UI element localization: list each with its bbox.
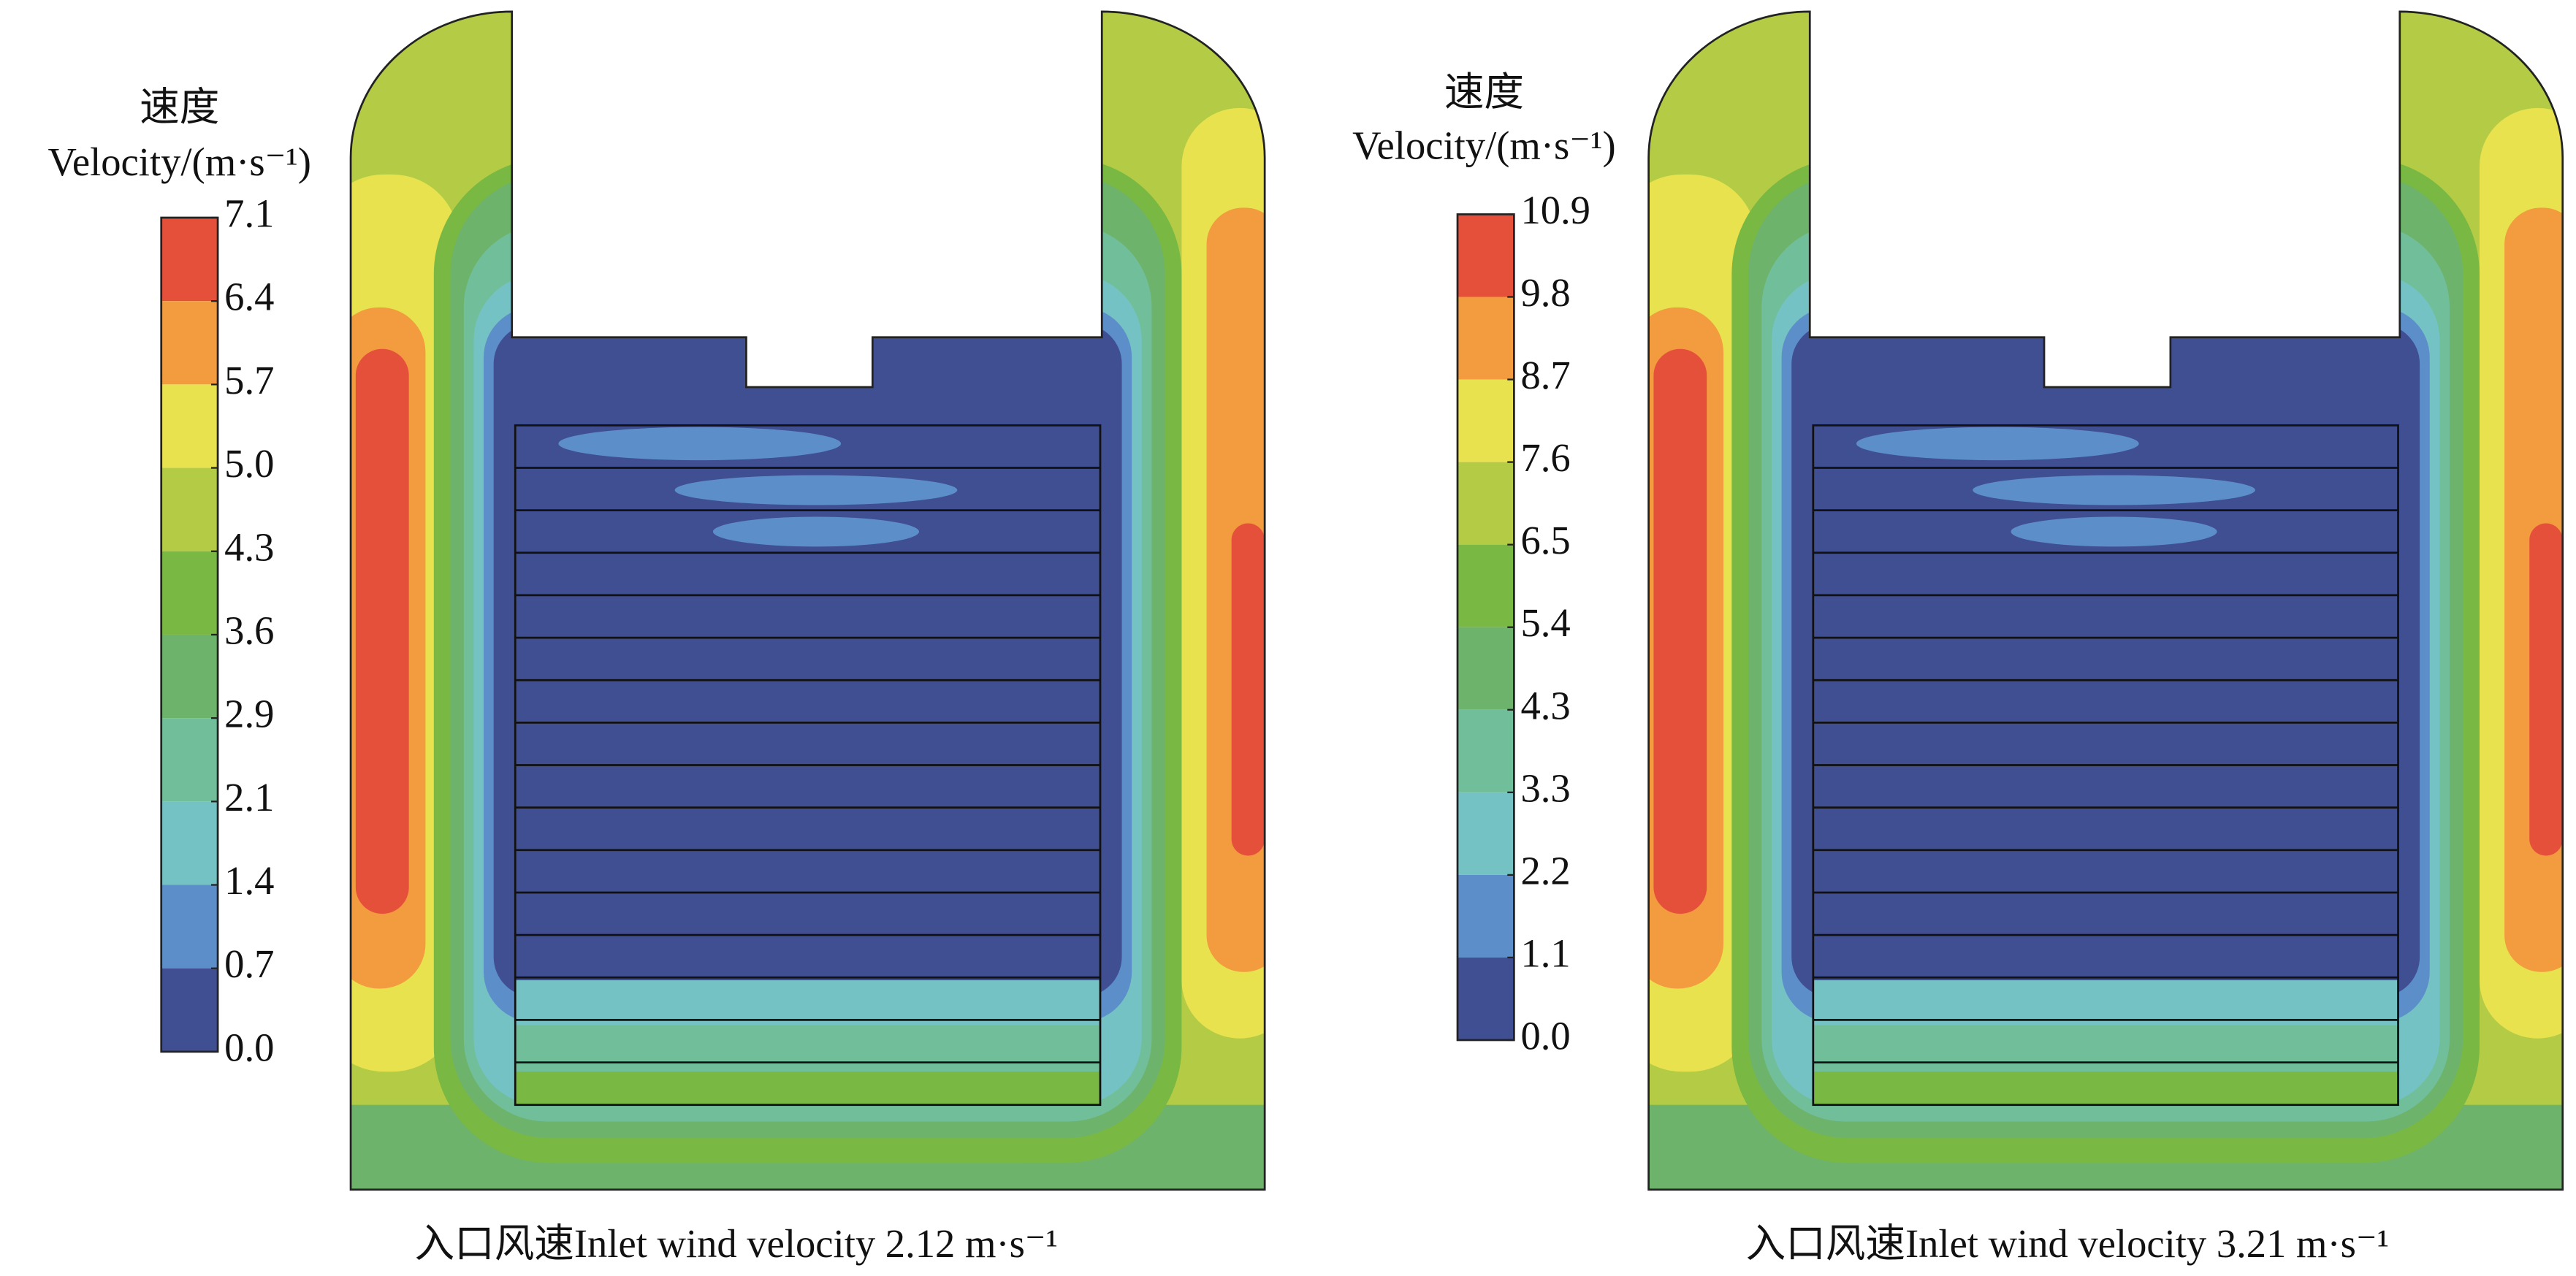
colorbar-label: 5.0 <box>224 441 274 486</box>
panel: 速度 Velocity/(m·s⁻¹) 7.1 6.4 5.7 5.0 4.3 3.6 2.9 2… <box>48 10 1266 1266</box>
colorbar-label: 3.3 <box>1520 765 1570 810</box>
contour-band <box>1791 324 2420 997</box>
colorbar-swatch <box>1457 874 1514 958</box>
colorbar-swatch <box>161 384 218 468</box>
panel: 速度 Velocity/(m·s⁻¹) 10.9 9.8 8.7 7.6 6.5 5.4 4.3… <box>1352 10 2564 1266</box>
legend-title-cn: 速度 <box>1444 69 1524 114</box>
colorbar-swatch <box>1457 379 1514 462</box>
colorbar-swatch <box>1457 544 1514 627</box>
contour-band <box>1973 475 2255 505</box>
colorbar-swatch <box>161 467 218 551</box>
colorbar-label: 1.4 <box>224 858 274 903</box>
caption: 入口风速Inlet wind velocity 3.21 m·s⁻¹ <box>1746 1221 2389 1266</box>
colorbar-swatch <box>1457 214 1514 297</box>
colorbar-label: 0.0 <box>224 1025 274 1069</box>
colorbar-label: 0.7 <box>224 941 274 986</box>
domain-outline <box>1647 10 2564 1191</box>
colorbar-label: 4.3 <box>224 524 274 569</box>
colorbar-swatch <box>161 801 218 885</box>
colorbar-label: 5.7 <box>224 358 274 402</box>
contour-band <box>515 1071 1100 1105</box>
colorbar-swatch <box>161 634 218 719</box>
contour-band <box>1231 523 1265 856</box>
contour-band <box>674 475 958 505</box>
colorbar-label: 7.6 <box>1520 435 1570 480</box>
colorbar-swatch <box>161 301 218 385</box>
contour-band <box>493 324 1122 997</box>
colorbar-label: 10.9 <box>1520 188 1590 232</box>
contour-band <box>1653 348 1707 914</box>
colorbar-swatch <box>1457 462 1514 545</box>
contour-band <box>2011 516 2217 547</box>
colorbar-swatch <box>161 551 218 635</box>
colorbar-swatch <box>161 217 218 302</box>
colorbar-swatch <box>1457 627 1514 710</box>
colorbar-swatch <box>1457 709 1514 792</box>
contour-band <box>558 427 842 461</box>
colorbar-label: 7.1 <box>224 191 274 236</box>
contour-field <box>351 11 1265 1190</box>
colorbar-swatch <box>161 718 218 802</box>
contour-band <box>1856 427 2139 461</box>
colorbar-label: 5.4 <box>1520 600 1570 645</box>
contour-plot <box>1647 10 2564 1191</box>
contour-band <box>355 348 409 914</box>
colorbar-label: 3.6 <box>224 608 274 652</box>
colorbar-label: 6.4 <box>224 275 274 319</box>
domain-outline <box>349 10 1266 1191</box>
colorbar-label: 4.3 <box>1520 683 1570 727</box>
colorbar-label: 1.1 <box>1520 931 1570 975</box>
colorbar-label: 2.2 <box>1520 848 1570 893</box>
contour-band <box>712 516 920 547</box>
colorbar-label: 9.8 <box>1520 270 1570 315</box>
colorbar-label: 8.7 <box>1520 353 1570 397</box>
legend-title-cn: 速度 <box>140 85 219 129</box>
contour-plot <box>349 10 1266 1191</box>
legend-title: Velocity/(m·s⁻¹) <box>1352 123 1615 167</box>
colorbar-swatch <box>1457 957 1514 1040</box>
caption: 入口风速Inlet wind velocity 2.12 m·s⁻¹ <box>415 1221 1058 1266</box>
colorbar-label: 2.1 <box>224 775 274 820</box>
contour-band <box>2529 523 2563 856</box>
colorbar-swatch <box>1457 792 1514 875</box>
legend-title: Velocity/(m·s⁻¹) <box>48 140 311 184</box>
colorbar-label: 6.5 <box>1520 518 1570 562</box>
colorbar-swatch <box>1457 297 1514 380</box>
colorbar-swatch <box>161 885 218 969</box>
colorbar-label: 2.9 <box>224 692 274 736</box>
colorbar-swatch <box>161 968 218 1052</box>
contour-band <box>1813 1071 2398 1105</box>
contour-field <box>1648 11 2563 1190</box>
colorbar-label: 0.0 <box>1520 1014 1570 1058</box>
